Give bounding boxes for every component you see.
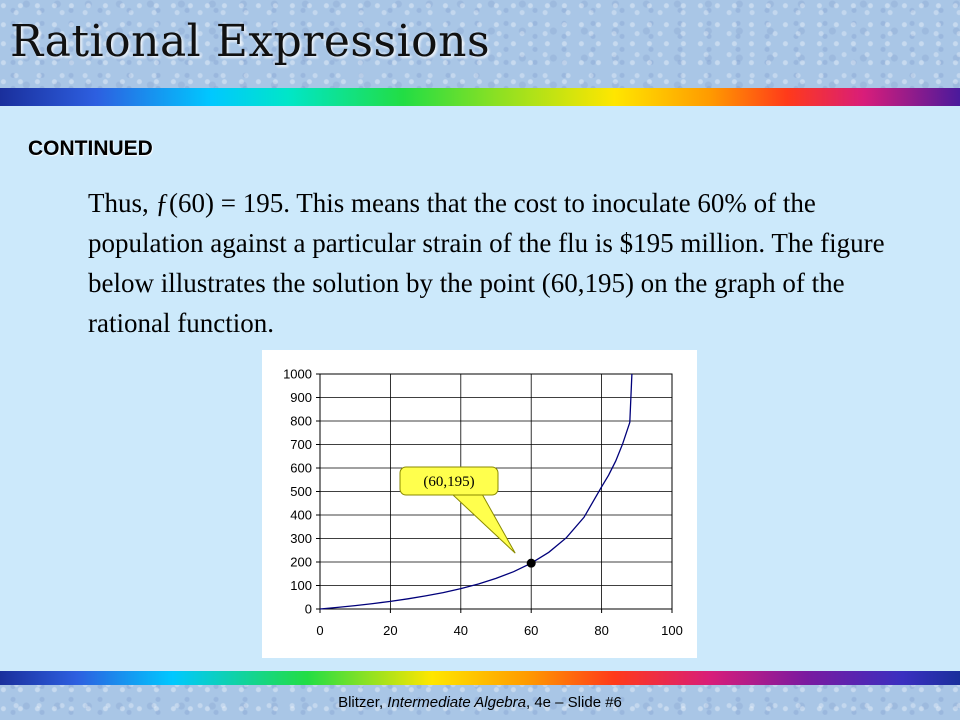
footer-book: Intermediate Algebra — [387, 694, 526, 711]
y-tick-label-900: 900 — [290, 390, 312, 405]
y-tick-label-600: 600 — [290, 461, 312, 476]
y-tick-label-700: 700 — [290, 437, 312, 452]
callout-label: (60,195) — [423, 474, 474, 490]
callout-box — [399, 466, 499, 496]
slide-title: Rational Expressions — [10, 16, 491, 67]
x-tick-label-0: 0 — [316, 623, 323, 638]
chart-box: 0 100 200 300 400 500 600 700 800 900 1000 0 20 40 60 8… — [262, 350, 697, 658]
footer-author: Blitzer, — [338, 694, 384, 711]
y-tick-label-300: 300 — [290, 531, 312, 546]
y-tick-label-800: 800 — [290, 414, 312, 429]
series-layer — [319, 373, 633, 610]
y-tick-label-500: 500 — [290, 484, 312, 499]
y-tick-label-100: 100 — [290, 578, 312, 593]
section-label: CONTINUED — [28, 137, 153, 160]
footer-rest: , 4e – Slide #6 — [525, 694, 622, 711]
y-tick-label-0: 0 — [305, 602, 312, 617]
x-tick-label-40: 40 — [454, 623, 468, 638]
bottom-rainbow-divider — [0, 671, 960, 685]
x-tick-label-60: 60 — [524, 623, 538, 638]
footer: Blitzer, Intermediate Algebra, 4e – Slid… — [0, 694, 960, 711]
x-tick-label-100: 100 — [661, 623, 683, 638]
top-rainbow-divider — [0, 88, 960, 106]
x-tick-label-80: 80 — [594, 623, 608, 638]
series-line-0 — [319, 373, 633, 610]
y-tick-label-400: 400 — [290, 508, 312, 523]
highlight-point — [526, 558, 536, 568]
y-tick-label-1000: 1000 — [283, 367, 312, 382]
tick-labels: 0 100 200 300 400 500 600 700 800 900 1000 0 20 40 60 8… — [283, 367, 683, 639]
body-text: Thus, ƒ(60) = 195. This means that the c… — [88, 188, 885, 338]
chart-svg: 0 100 200 300 400 500 600 700 800 900 1000 0 20 40 60 8… — [283, 367, 683, 639]
x-tick-label-20: 20 — [383, 623, 397, 638]
axis-lines — [316, 373, 673, 613]
y-tick-label-200: 200 — [290, 555, 312, 570]
callout-pointer — [450, 493, 516, 554]
callout: (60,195) — [399, 466, 516, 554]
